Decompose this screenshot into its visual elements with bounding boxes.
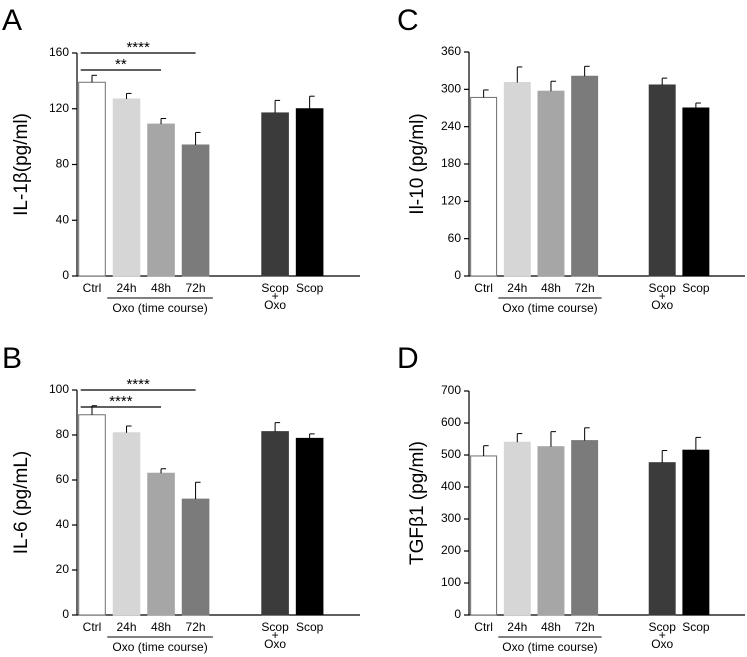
bar-24h	[503, 441, 531, 616]
y-tick-label: 500	[441, 447, 461, 461]
category-label: 48h	[151, 620, 171, 634]
y-tick-label: 20	[56, 562, 70, 576]
y-tick-label: 300	[441, 82, 461, 96]
panel-letter: A	[2, 4, 22, 37]
y-tick-label: 0	[62, 268, 69, 282]
bar-24h	[112, 432, 141, 616]
bar-ctrl	[470, 455, 498, 616]
group-label: Oxo (time course)	[502, 640, 597, 654]
bar-48h	[147, 472, 175, 616]
y-tick-label: 120	[441, 194, 461, 208]
category-label: 72h	[575, 620, 595, 634]
category-label: 48h	[541, 281, 561, 295]
category-label: Ctrl	[83, 281, 102, 295]
bar-ctrl	[78, 81, 106, 277]
category-label: Scop	[296, 620, 324, 634]
bar-ctrl	[470, 96, 498, 277]
y-tick-label: 240	[441, 119, 461, 133]
y-tick-label: 600	[441, 415, 461, 429]
panel-d-tgfb1-chart: D TGFβ1 (pg/ml) 0 100 200 300 400 500 600 700 Ctrl…	[397, 342, 745, 654]
category-label: 48h	[541, 620, 561, 634]
bar-72h	[181, 498, 210, 616]
y-tick-label: 0	[62, 607, 69, 621]
y-tick-label: 100	[49, 382, 69, 396]
panel-c-il10-chart: C Il-10 (pg/ml) 0 60 120 180 240 300 360 Ctrl 24h 4…	[397, 4, 745, 315]
y-axis-label: IL-1β(pg/ml)	[11, 113, 32, 216]
bar-24h	[112, 98, 141, 277]
group-label: Oxo (time course)	[112, 301, 207, 315]
bar-48h	[537, 446, 565, 616]
bar-48h	[147, 123, 175, 277]
panel-letter: D	[397, 342, 419, 375]
category-label: 72h	[186, 620, 206, 634]
category-label: Scop + Oxo	[261, 281, 289, 312]
y-tick-label: 100	[441, 575, 461, 589]
y-axis-label: Il-10 (pg/ml)	[407, 113, 428, 214]
bar-scop	[682, 449, 710, 616]
category-label: Ctrl	[474, 281, 493, 295]
category-label: 72h	[186, 281, 206, 295]
y-tick-label: 200	[441, 543, 461, 557]
category-label: Scop	[682, 281, 710, 295]
bar-scop-oxo	[648, 84, 676, 277]
bar-scop-oxo	[261, 431, 289, 616]
y-tick-label: 60	[56, 472, 70, 486]
y-tick-label: 160	[49, 45, 69, 59]
y-axis-label: TGFβ1 (pg/ml)	[407, 441, 428, 565]
y-tick-label: 40	[56, 212, 70, 226]
significance-stars: **	[115, 56, 127, 73]
bar-scop	[295, 108, 324, 277]
y-tick-label: 80	[56, 157, 70, 171]
bar-scop	[295, 437, 324, 616]
group-label: Oxo (time course)	[502, 301, 597, 315]
category-label: 24h	[117, 620, 137, 634]
y-tick-label: 120	[49, 101, 69, 115]
bar-scop	[682, 107, 710, 277]
y-tick-label: 400	[441, 479, 461, 493]
y-tick-label: 700	[441, 383, 461, 397]
bar-scop-oxo	[648, 462, 676, 616]
significance-stars: ****	[126, 39, 150, 56]
bar-ctrl	[78, 414, 106, 616]
category-label: 72h	[575, 281, 595, 295]
category-label: 24h	[117, 281, 137, 295]
bar-24h	[503, 81, 531, 277]
y-tick-label: 300	[441, 511, 461, 525]
category-label: 24h	[507, 281, 527, 295]
significance-stars: ****	[126, 376, 150, 393]
category-label: Scop + Oxo	[261, 620, 289, 651]
category-label: Scop	[682, 620, 710, 634]
category-label: Ctrl	[474, 620, 493, 634]
bar-72h	[181, 144, 210, 277]
group-label: Oxo (time course)	[112, 640, 207, 654]
category-label: 24h	[507, 620, 527, 634]
y-axis-label: IL-6 (pg/mL)	[11, 451, 32, 554]
significance-stars: ****	[109, 393, 133, 410]
category-label: 48h	[151, 281, 171, 295]
category-label: Ctrl	[83, 620, 102, 634]
y-tick-label: 60	[448, 231, 462, 245]
bar-72h	[571, 440, 599, 616]
category-label: Scop	[296, 281, 324, 295]
category-label: Scop + Oxo	[649, 620, 677, 651]
y-tick-label: 40	[56, 517, 70, 531]
y-tick-label: 360	[441, 44, 461, 58]
panel-letter: B	[2, 342, 22, 375]
y-tick-label: 80	[56, 427, 70, 441]
panel-a-il1b-chart: A IL-1β(pg/ml) 0 40 80 120 160 Ctrl 24h 48h 72h Sco…	[2, 4, 360, 315]
bar-48h	[537, 90, 565, 277]
category-label: Scop + Oxo	[649, 281, 677, 312]
bar-scop-oxo	[261, 112, 289, 277]
y-tick-label: 0	[454, 268, 461, 282]
y-tick-label: 0	[454, 607, 461, 621]
bar-72h	[571, 75, 599, 277]
panel-b-il6-chart: B IL-6 (pg/mL) 0 20 40 60 80 100 Ctrl 24h 48h 72h Sc…	[2, 342, 360, 654]
y-tick-label: 180	[441, 156, 461, 170]
panel-letter: C	[397, 4, 419, 37]
